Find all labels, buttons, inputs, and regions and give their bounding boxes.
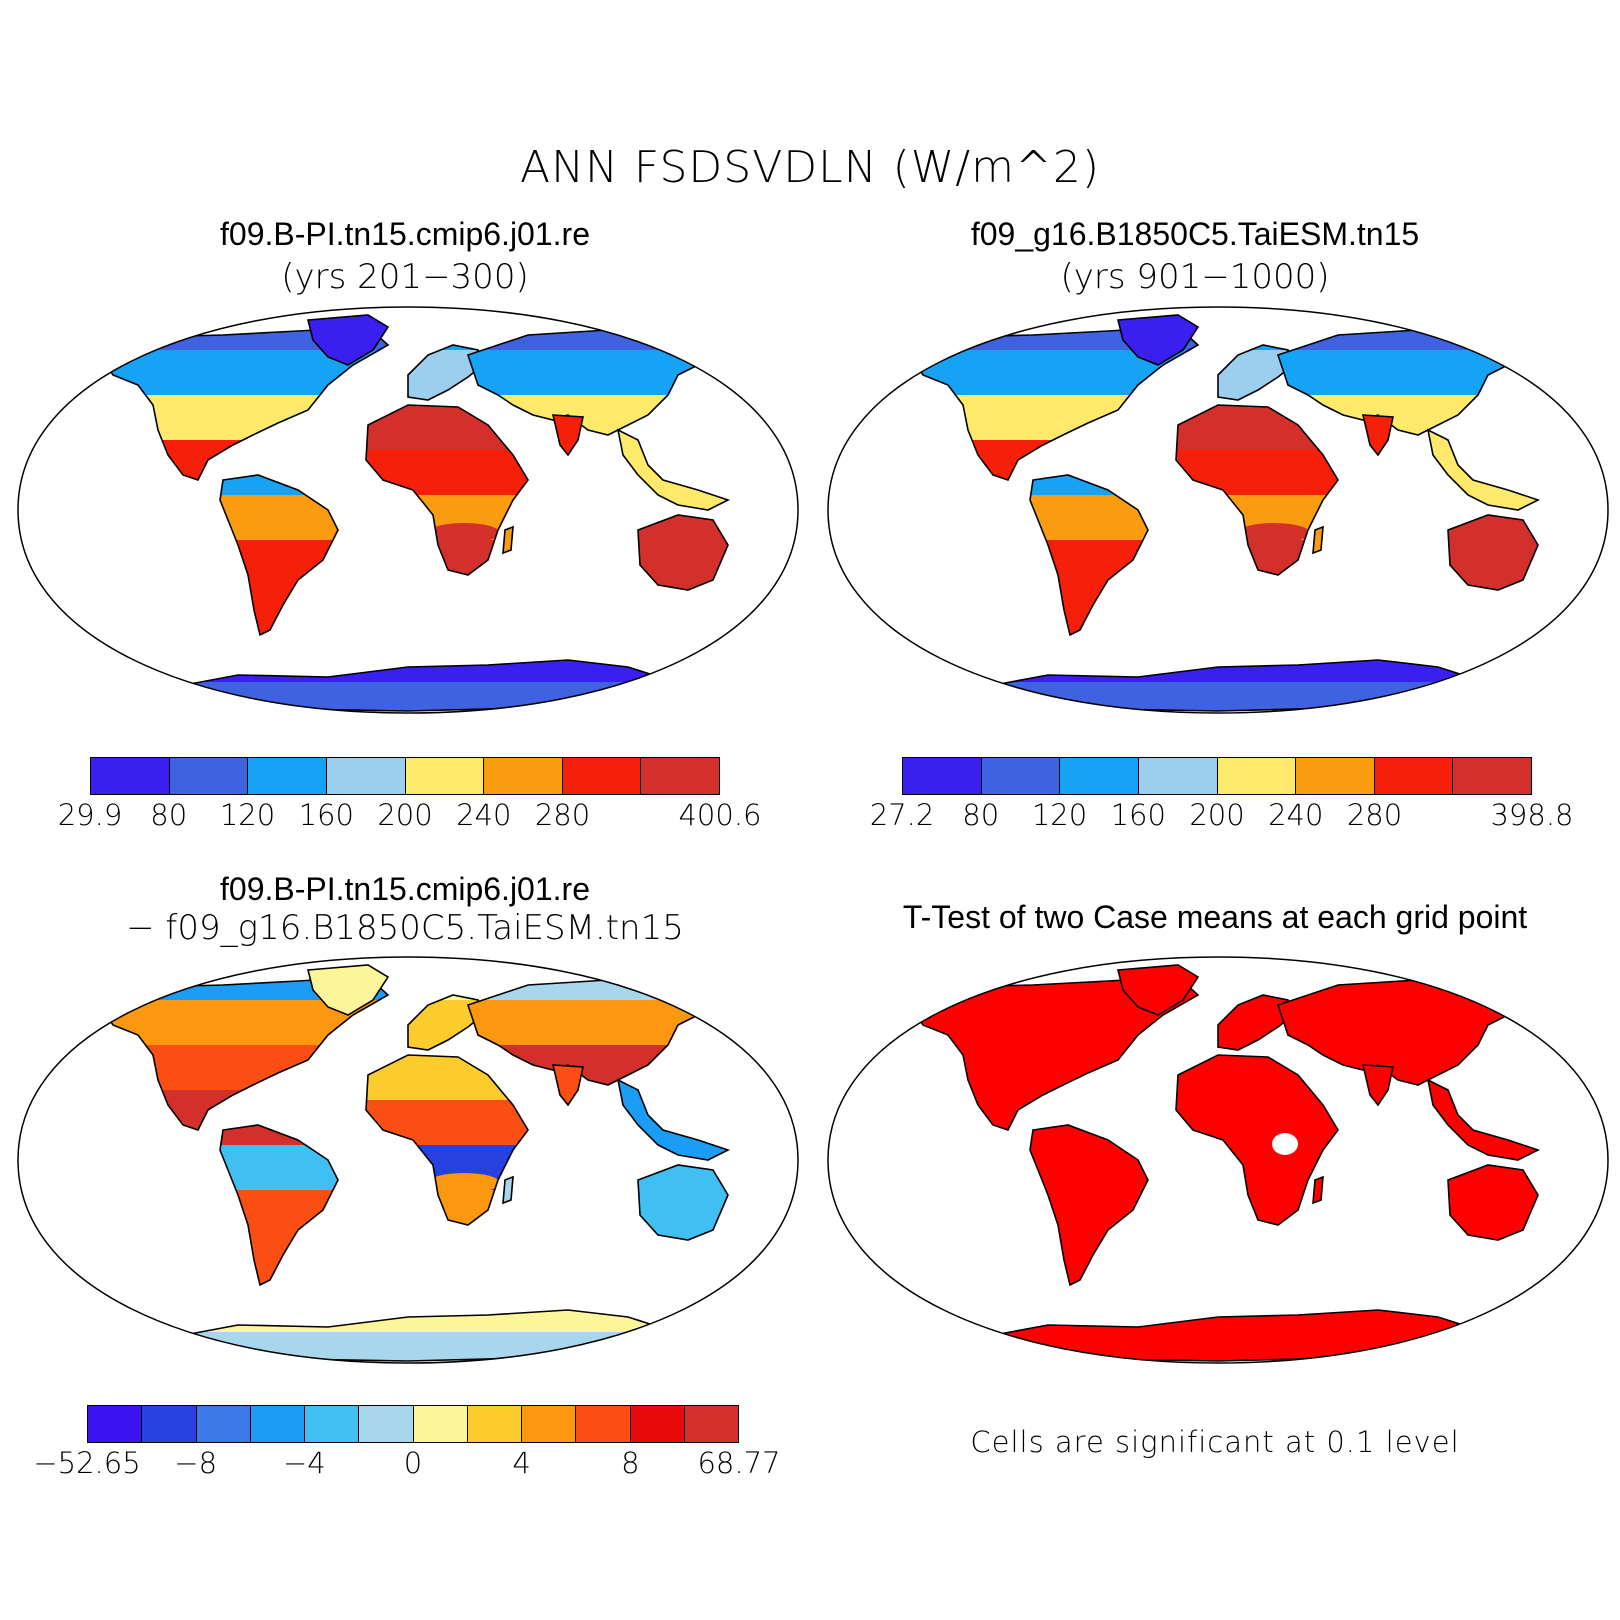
colorbar-segment xyxy=(169,758,249,794)
landmass-australia xyxy=(1447,1164,1539,1241)
colorbar-segment xyxy=(413,1406,468,1442)
map-outline xyxy=(17,306,799,714)
colorbar-segment xyxy=(467,1406,522,1442)
landmass-greenland xyxy=(1116,964,1200,1016)
colorbar-tick-label: −4 xyxy=(282,1446,326,1480)
colorbar-tick-label: 80 xyxy=(962,798,1000,832)
colorbar-segment xyxy=(641,758,719,794)
landmass-samerica xyxy=(219,1124,339,1287)
colorbar-segment xyxy=(903,758,982,794)
colorbar-tick-label: 200 xyxy=(1189,798,1245,832)
landmass-seasia xyxy=(1426,428,1541,511)
colorbar-segment xyxy=(630,1406,685,1442)
colorbar-segment xyxy=(248,758,327,794)
colorbar-segment xyxy=(684,1406,738,1442)
landmass-seasia xyxy=(616,1078,731,1161)
landmass-samerica xyxy=(1029,1124,1149,1287)
panel4-title: T-Test of two Case means at each grid po… xyxy=(902,899,1528,935)
panel2-colorbar xyxy=(902,757,1532,795)
colorbar-segment xyxy=(981,758,1061,794)
panel1-title: f09.B-PI.tn15.cmip6.j01.re xyxy=(220,216,590,252)
panel1-map xyxy=(17,306,799,714)
landmass-australia xyxy=(637,514,729,591)
colorbar-tick-label: 29.9 xyxy=(57,798,123,832)
landmass-madagascar xyxy=(502,1175,514,1205)
colorbar-tick-label: 200 xyxy=(377,798,433,832)
colorbar-tick-label: 80 xyxy=(150,798,188,832)
landmass-australia xyxy=(637,1164,729,1241)
panel3-subtitle: − f09_g16.B1850C5.TaiESM.tn15 xyxy=(126,908,684,948)
colorbar-segment xyxy=(326,758,406,794)
colorbar-segment xyxy=(562,758,642,794)
landmass-india xyxy=(551,1064,584,1107)
landmass-australia xyxy=(1447,514,1539,591)
panel4-map xyxy=(827,956,1609,1364)
landmass-india xyxy=(1361,414,1394,457)
colorbar-tick-label: −8 xyxy=(174,1446,218,1480)
colorbar-tick-label: 160 xyxy=(1110,798,1166,832)
colorbar-segment xyxy=(359,1406,414,1442)
colorbar-segment xyxy=(576,1406,631,1442)
colorbar-tick-label: 398.8 xyxy=(1490,798,1574,832)
colorbar-segment xyxy=(88,1406,143,1442)
map-outline xyxy=(827,306,1609,714)
colorbar-segment xyxy=(1217,758,1297,794)
colorbar-tick-label: 68.77 xyxy=(697,1446,781,1480)
colorbar-tick-label: −52.65 xyxy=(33,1446,141,1480)
landmass-greenland xyxy=(306,964,390,1016)
figure-title: ANN FSDSVDLN (W/m^2) xyxy=(520,142,1100,193)
colorbar-segment xyxy=(196,1406,251,1442)
colorbar-segment xyxy=(91,758,170,794)
landmass-greenland xyxy=(306,314,390,366)
colorbar-segment xyxy=(522,1406,577,1442)
colorbar-segment xyxy=(1060,758,1139,794)
colorbar-tick-label: 27.2 xyxy=(869,798,935,832)
panel3-colorbar xyxy=(87,1405,739,1443)
landmass-india xyxy=(1361,1064,1394,1107)
colorbar-segment xyxy=(484,758,563,794)
colorbar-segment xyxy=(1296,758,1375,794)
colorbar-tick-label: 8 xyxy=(621,1446,640,1480)
colorbar-segment xyxy=(142,1406,197,1442)
landmass-india xyxy=(551,414,584,457)
colorbar-segment xyxy=(1138,758,1218,794)
landmass-madagascar xyxy=(502,525,514,555)
colorbar-segment xyxy=(1453,758,1531,794)
colorbar-tick-label: 160 xyxy=(298,798,354,832)
panel2-title: f09_g16.B1850C5.TaiESM.tn15 xyxy=(970,216,1420,252)
colorbar-tick-label: 120 xyxy=(1031,798,1088,832)
colorbar-segment xyxy=(1374,758,1454,794)
panel2-map xyxy=(827,306,1609,714)
colorbar-segment xyxy=(250,1406,305,1442)
panel3-map xyxy=(17,956,799,1364)
map-outline xyxy=(827,956,1609,1364)
landmass-madagascar xyxy=(1312,1175,1324,1205)
colorbar-tick-label: 240 xyxy=(1268,798,1324,832)
landmass-greenland xyxy=(1116,314,1200,366)
panel1-colorbar xyxy=(90,757,720,795)
colorbar-tick-label: 280 xyxy=(1346,798,1403,832)
significance-note: Cells are significant at 0.1 level xyxy=(970,1425,1460,1459)
landmass-antarctica xyxy=(966,1309,1490,1362)
colorbar-tick-label: 240 xyxy=(456,798,512,832)
panel1-subtitle: (yrs 201−300) xyxy=(281,257,529,297)
panel2-subtitle: (yrs 901−1000) xyxy=(1060,257,1330,297)
colorbar-tick-label: 0 xyxy=(403,1446,423,1480)
colorbar-segment xyxy=(405,758,485,794)
colorbar-tick-label: 4 xyxy=(512,1446,531,1480)
landmass-seasia xyxy=(616,428,731,511)
map-outline xyxy=(17,956,799,1364)
colorbar-segment xyxy=(305,1406,360,1442)
landmass-seasia xyxy=(1426,1078,1541,1161)
colorbar-tick-label: 120 xyxy=(219,798,276,832)
colorbar-tick-label: 400.6 xyxy=(678,798,762,832)
colorbar-tick-label: 280 xyxy=(534,798,591,832)
landmass-madagascar xyxy=(1312,525,1324,555)
panel3-title: f09.B-PI.tn15.cmip6.j01.re xyxy=(220,871,590,907)
